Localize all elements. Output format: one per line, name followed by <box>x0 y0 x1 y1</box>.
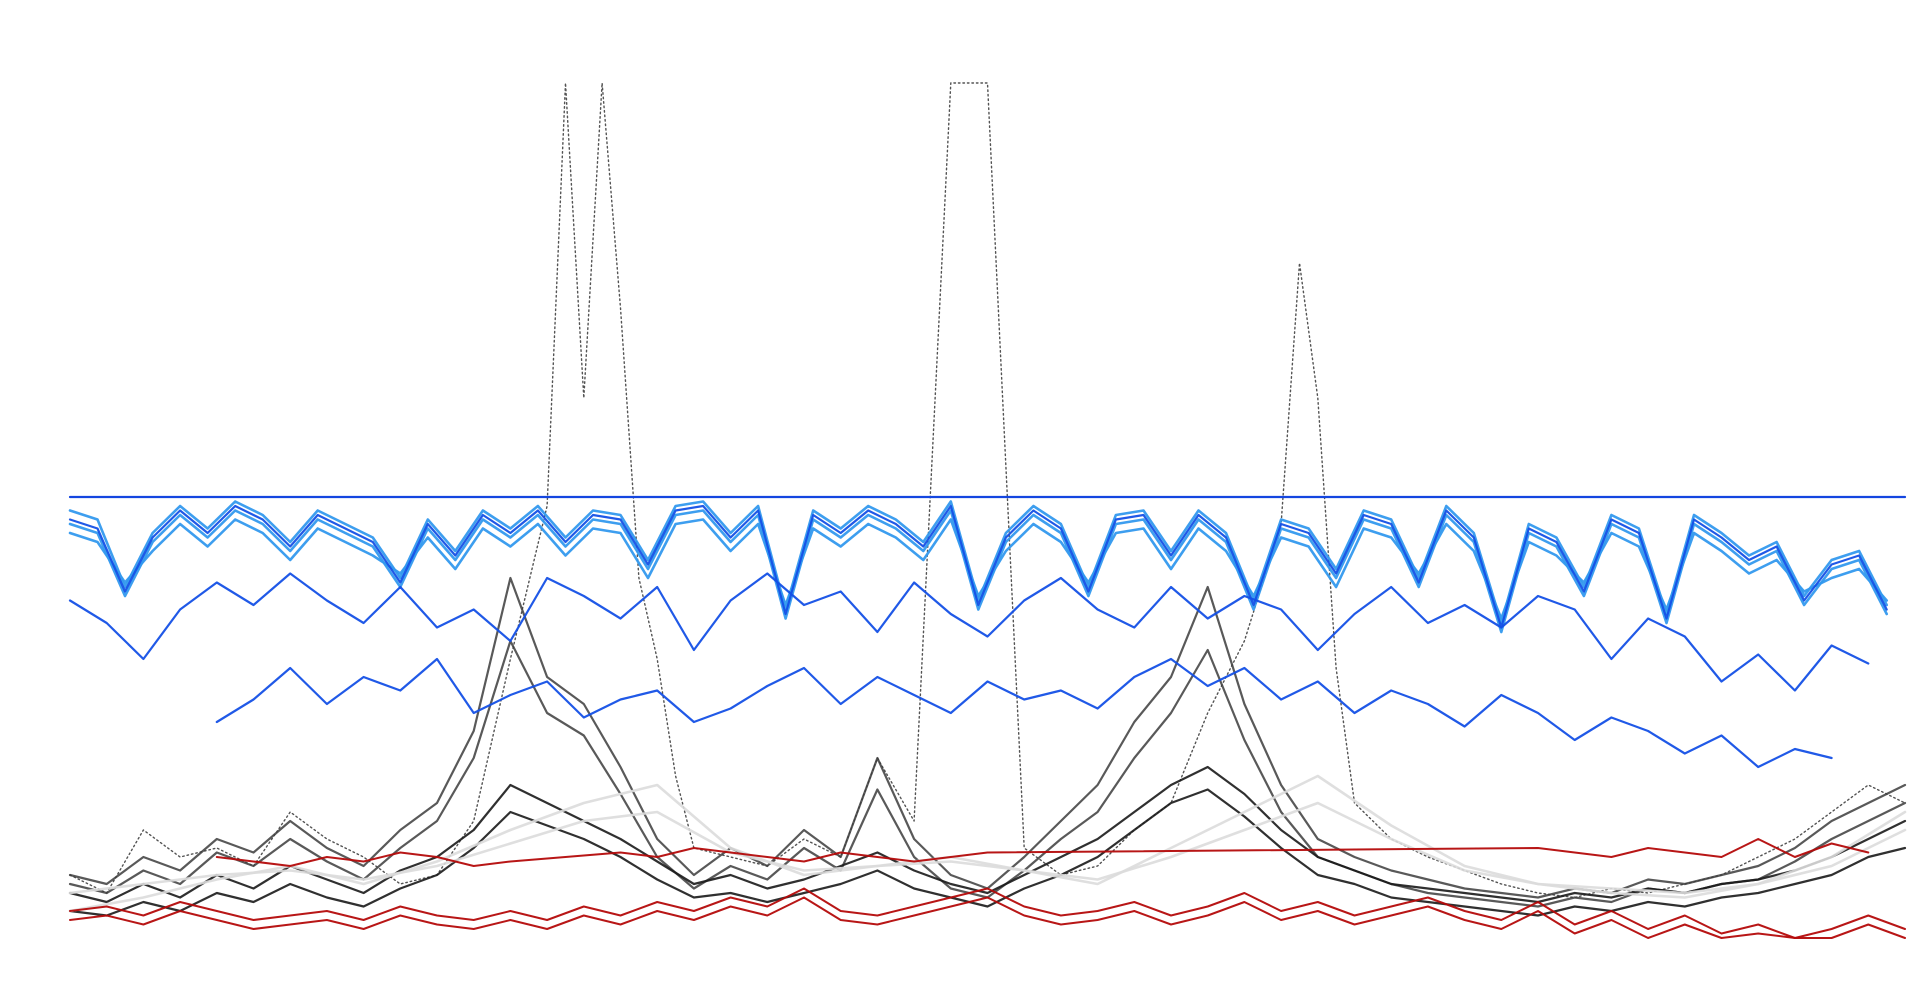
series-line-black-group-7 <box>68 765 1907 904</box>
series-line-light-blue-group-2 <box>68 509 1888 634</box>
series-line-black-group-8 <box>68 788 1907 917</box>
series-line-light-gray-group-12 <box>68 801 1907 895</box>
series-line-blue-group-4 <box>68 504 1888 629</box>
series-line-light-blue-group-3 <box>68 518 1888 620</box>
series-line-light-gray-group-11 <box>68 774 1907 913</box>
series-line-blue-group-6 <box>215 657 1833 769</box>
series-line-red-group-16 <box>215 838 1870 867</box>
series-line-red-group-15 <box>69 896 1906 939</box>
series-line-light-blue-group-1 <box>68 500 1888 625</box>
series-layer <box>68 82 1907 939</box>
series-line-blue-group-5 <box>68 572 1870 692</box>
series-line-red-group-14 <box>69 887 1906 939</box>
